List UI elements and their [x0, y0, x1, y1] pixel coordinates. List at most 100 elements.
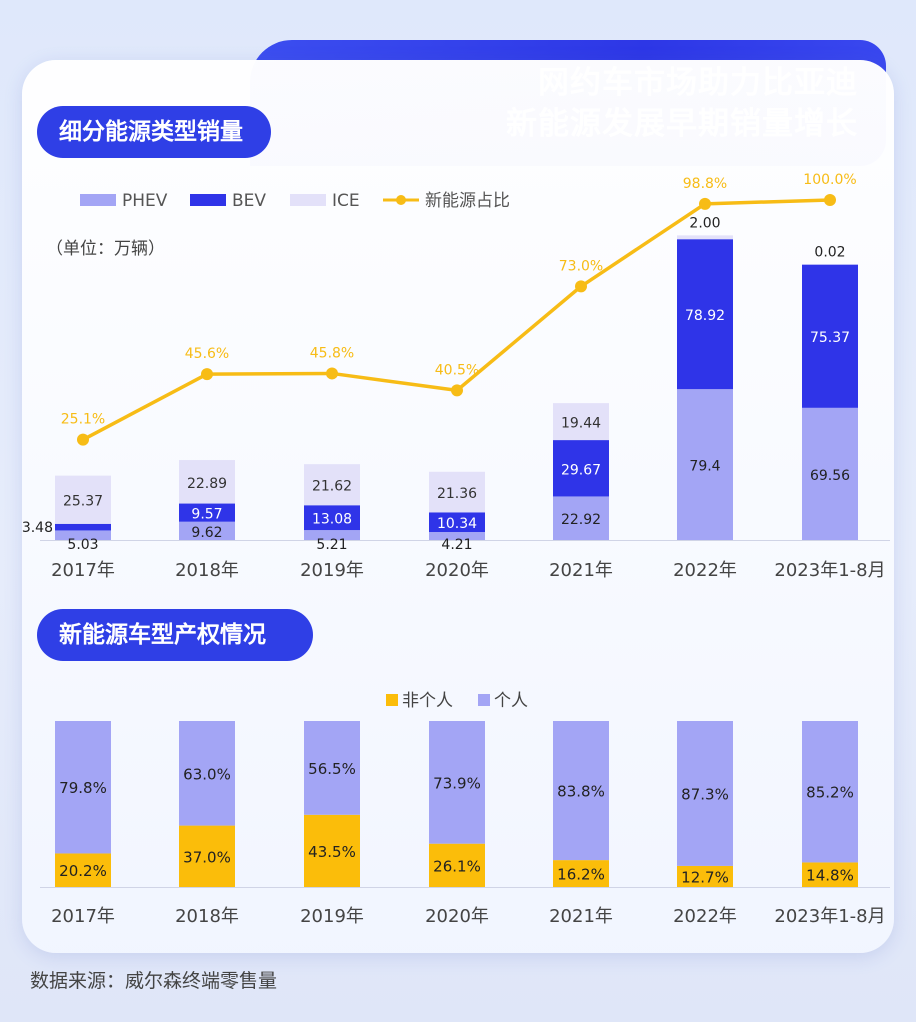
x-tick-label-0: 2017年	[51, 560, 115, 581]
ownership-bar-1-2	[304, 721, 360, 815]
ownership-bar-0-6	[802, 862, 858, 887]
bar-phev-4	[553, 496, 609, 540]
x-tick-label-3: 2020年	[425, 560, 489, 581]
bar-phev-0	[55, 530, 111, 540]
x-tick-label-5: 2022年	[673, 560, 737, 581]
bar-label-ice-1: 22.89	[187, 476, 227, 492]
bar-label-bev-0: 3.48	[22, 520, 53, 536]
share-label-5: 98.8%	[683, 176, 727, 192]
bar-label-bev-4: 29.67	[561, 462, 601, 478]
legend-label-personal: 个人	[494, 691, 528, 711]
legend-swatch-1	[190, 194, 226, 206]
legend-line-marker	[396, 195, 406, 205]
bar-ice-4	[553, 403, 609, 441]
ownership-bar-0-2	[304, 814, 360, 887]
ownership-bar-0-3	[429, 843, 485, 887]
x-tick-label-1: 2018年	[175, 560, 239, 581]
bar-phev-6	[802, 407, 858, 540]
ownership-label-0-0: 20.2%	[59, 862, 107, 880]
x-tick-label-4: 2021年	[549, 560, 613, 581]
ownership-label-0-3: 26.1%	[433, 857, 481, 875]
share-label-4: 73.0%	[559, 258, 603, 274]
share-point-6	[824, 194, 836, 206]
bar-bev-2	[304, 505, 360, 531]
page-title-line2: 新能源发展早期销量增长	[506, 106, 858, 142]
bar-phev-1	[179, 521, 235, 540]
bar-label-phev-0: 5.03	[67, 537, 98, 553]
legend-swatch-personal	[478, 694, 490, 706]
bar-ice-2	[304, 464, 360, 506]
ownership-bar-1-0	[55, 721, 111, 854]
ownership-bar-0-1	[179, 825, 235, 887]
x-tick-label-2-3: 2020年	[425, 906, 489, 927]
legend-label-1: BEV	[232, 191, 266, 211]
bar-label-phev-2: 5.21	[316, 537, 347, 553]
x-tick-label-2-2: 2019年	[300, 906, 364, 927]
share-point-3	[451, 384, 463, 397]
ownership-label-1-5: 87.3%	[681, 785, 729, 803]
bar-bev-6	[802, 264, 858, 408]
ownership-label-0-4: 16.2%	[557, 866, 605, 884]
bar-ice-3	[429, 471, 485, 513]
ownership-bar-1-3	[429, 721, 485, 844]
x-tick-label-2-5: 2022年	[673, 906, 737, 927]
bar-label-phev-3: 4.21	[441, 537, 472, 553]
bar-label-ice-4: 19.44	[561, 416, 601, 432]
bar-label-bev-6: 75.37	[810, 330, 850, 346]
ownership-bar-0-4	[553, 860, 609, 887]
section-title-ownership: 新能源车型产权情况	[37, 609, 313, 661]
legend-label-non-personal: 非个人	[402, 691, 453, 711]
bar-label-ice-6: 0.02	[814, 245, 845, 261]
x-tick-label-2-0: 2017年	[51, 906, 115, 927]
ownership-bar-1-1	[179, 721, 235, 826]
bar-label-bev-2: 13.08	[312, 512, 352, 528]
ownership-label-1-6: 85.2%	[806, 784, 854, 802]
legend-label-0: PHEV	[122, 191, 168, 211]
legend-label-2: ICE	[332, 191, 360, 211]
ownership-bar-1-6	[802, 721, 858, 863]
legend-swatch-2	[290, 194, 326, 206]
share-label-1: 45.6%	[185, 346, 229, 362]
ownership-label-1-4: 83.8%	[557, 783, 605, 801]
ownership-label-0-2: 43.5%	[308, 843, 356, 861]
share-point-1	[201, 368, 213, 381]
share-label-0: 25.1%	[61, 412, 105, 428]
bar-bev-3	[429, 512, 485, 533]
bar-ice-0	[55, 475, 111, 524]
bar-label-phev-4: 22.92	[561, 512, 601, 528]
ownership-bar-1-4	[553, 721, 609, 861]
unit-label: （单位：万辆）	[46, 239, 165, 259]
ownership-label-0-6: 14.8%	[806, 867, 854, 885]
bar-label-bev-5: 78.92	[685, 308, 725, 324]
bar-phev-3	[429, 532, 485, 540]
share-point-5	[699, 197, 711, 210]
ownership-label-0-1: 37.0%	[183, 848, 231, 866]
bar-label-bev-3: 10.34	[437, 516, 477, 532]
bar-phev-5	[677, 389, 733, 540]
x-tick-label-2: 2019年	[300, 560, 364, 581]
bar-bev-1	[179, 503, 235, 522]
bar-bev-5	[677, 239, 733, 390]
bar-label-phev-6: 69.56	[810, 468, 850, 484]
section-title-sales: 细分能源类型销量	[37, 106, 271, 158]
data-source: 数据来源：威尔森终端零售量	[30, 970, 278, 992]
bar-label-phev-5: 79.4	[689, 459, 720, 475]
ownership-label-1-3: 73.9%	[433, 774, 481, 792]
bar-label-ice-3: 21.36	[437, 486, 477, 502]
x-tick-label-2-6: 2023年1-8月	[774, 906, 885, 927]
ownership-label-1-2: 56.5%	[308, 760, 356, 778]
share-point-2	[326, 367, 338, 380]
x-tick-label-6: 2023年1-8月	[774, 560, 885, 581]
ownership-bar-0-0	[55, 853, 111, 887]
bar-bev-0	[55, 523, 111, 531]
legend-swatch-non-personal	[386, 694, 398, 706]
ownership-bar-0-5	[677, 865, 733, 887]
x-tick-label-2-1: 2018年	[175, 906, 239, 927]
legend-label-3: 新能源占比	[425, 191, 510, 211]
ownership-label-1-0: 79.8%	[59, 779, 107, 797]
bar-label-ice-0: 25.37	[63, 494, 103, 510]
bar-phev-2	[304, 530, 360, 540]
x-tick-label-2-4: 2021年	[549, 906, 613, 927]
bar-label-ice-2: 21.62	[312, 479, 352, 495]
ownership-label-0-5: 12.7%	[681, 868, 729, 886]
